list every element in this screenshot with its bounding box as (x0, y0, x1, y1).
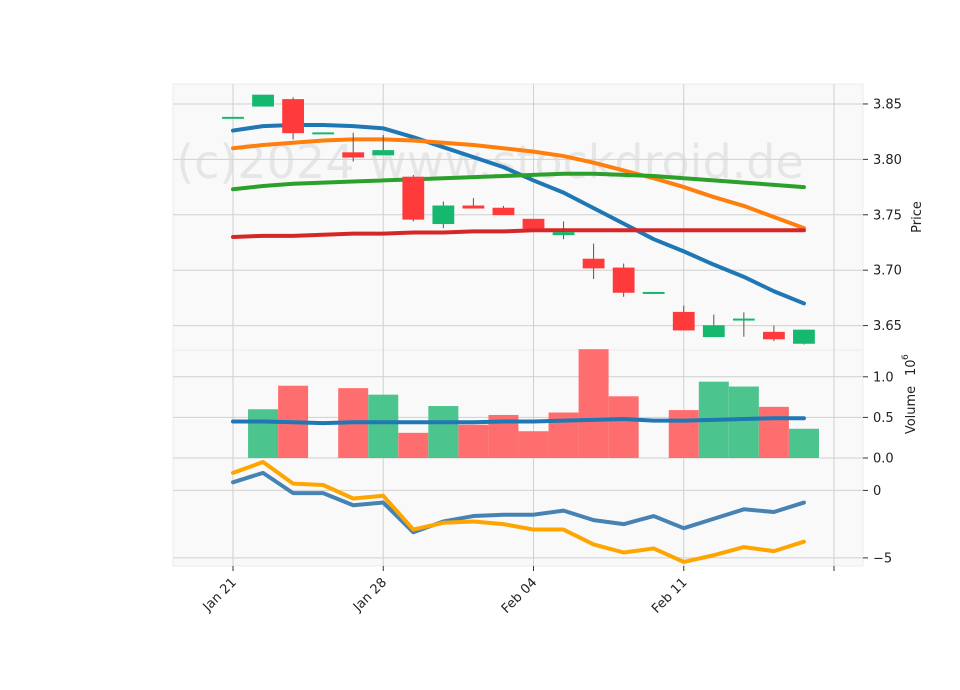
candle-body (372, 150, 395, 156)
candle-body (582, 258, 605, 269)
y-tick-label: 3.80 (873, 153, 902, 168)
volume-bar (578, 349, 609, 458)
x-tick-label: Jan 21 (200, 575, 240, 615)
candle-body (672, 311, 695, 331)
candle-body (612, 267, 635, 293)
candle-body (282, 99, 305, 134)
y-tick-label: 3.65 (873, 319, 902, 334)
candle-body (492, 207, 515, 216)
candle-body (642, 291, 665, 294)
x-tick-label: Feb 11 (649, 575, 691, 617)
y-tick-label: 1.0 (873, 370, 894, 385)
indicator-line-1 (231, 470, 806, 535)
volume-moving-average (231, 416, 806, 426)
y-tick-label: 3.70 (873, 264, 902, 279)
y-tick-label: 3.85 (873, 97, 902, 112)
candle-body (222, 116, 244, 119)
x-axis-ticks: Jan 21 Jan 28 Feb 04 Feb 11 (200, 566, 835, 617)
y-tick-label: 3.75 (873, 208, 902, 223)
volume-axis-label: Volume 10 6 (901, 354, 919, 434)
volume-bar (368, 394, 399, 458)
moving-average-line-3 (231, 171, 806, 192)
candle-body (312, 132, 335, 135)
candle-body (732, 318, 755, 321)
candlesticks (222, 94, 815, 345)
price-moving-averages (231, 123, 806, 306)
volume-bar (248, 409, 279, 458)
y-tick-label: 0 (873, 484, 881, 499)
y-tick-label: −5 (873, 551, 892, 566)
candle-body (702, 325, 725, 338)
candle-body (252, 94, 274, 107)
indicator-lines (231, 460, 806, 564)
moving-average-line-2 (231, 137, 806, 231)
candle-body (763, 331, 785, 340)
x-tick-label: Jan 28 (350, 575, 390, 615)
volume-ma-line (231, 416, 806, 426)
moving-average-line-4 (231, 228, 806, 239)
y-axis-ticks: 3.65 3.70 3.75 3.80 3.85 0.0 0.5 1.0 −5 0 (863, 97, 902, 566)
price-axis-label: Price (910, 201, 925, 233)
candle-body (462, 205, 485, 209)
candle-body (402, 176, 425, 220)
y-tick-label: 0.0 (873, 452, 894, 467)
indicator-line-2 (231, 460, 806, 564)
candle-body (793, 329, 815, 344)
volume-bar (758, 406, 789, 458)
volume-bar (668, 410, 699, 458)
volume-bar (398, 432, 429, 458)
volume-bars (248, 349, 819, 458)
volume-bar (608, 396, 639, 458)
candle-body (522, 218, 545, 229)
candle-body (342, 152, 365, 158)
y-tick-label: 0.5 (873, 411, 894, 426)
volume-bar (518, 431, 549, 458)
x-tick-label: Feb 04 (499, 575, 541, 617)
volume-bar (458, 424, 489, 458)
candle-body (552, 232, 575, 236)
volume-bar (788, 428, 819, 458)
volume-bar (728, 386, 759, 458)
volume-axis-multiplier: 10 (904, 359, 919, 376)
volume-axis-title: Volume (904, 386, 919, 434)
candle-body (432, 205, 455, 225)
volume-axis-exponent: 6 (901, 354, 911, 360)
volume-bar (428, 406, 459, 458)
